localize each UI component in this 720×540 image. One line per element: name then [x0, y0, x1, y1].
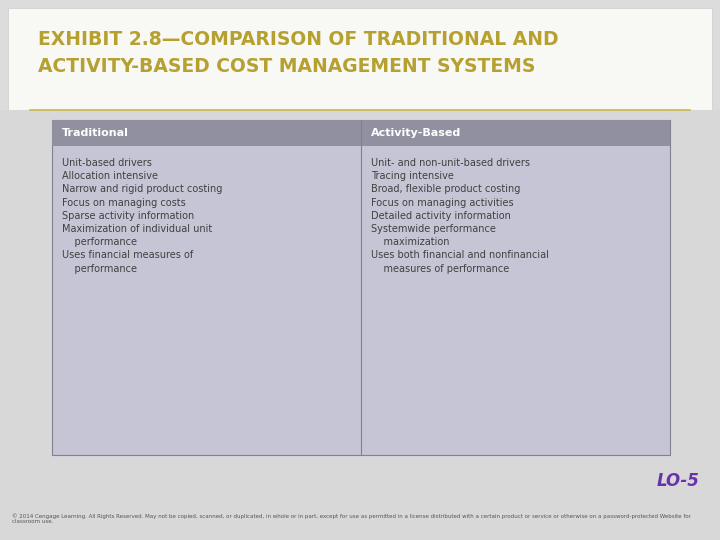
Text: Detailed activity information: Detailed activity information: [371, 211, 511, 221]
Text: Sparse activity information: Sparse activity information: [62, 211, 194, 221]
Text: Activity-Based: Activity-Based: [371, 128, 462, 138]
Text: maximization: maximization: [371, 237, 449, 247]
Text: Traditional: Traditional: [62, 128, 129, 138]
Text: Broad, flexible product costing: Broad, flexible product costing: [371, 184, 521, 194]
Text: Focus on managing activities: Focus on managing activities: [371, 198, 513, 207]
Text: Uses both financial and nonfinancial: Uses both financial and nonfinancial: [371, 251, 549, 260]
Text: ACTIVITY-BASED COST MANAGEMENT SYSTEMS: ACTIVITY-BASED COST MANAGEMENT SYSTEMS: [38, 57, 536, 76]
Text: © 2014 Cengage Learning. All Rights Reserved. May not be copied, scanned, or dup: © 2014 Cengage Learning. All Rights Rese…: [12, 513, 691, 524]
Text: measures of performance: measures of performance: [371, 264, 509, 274]
Bar: [8, 8, 712, 110]
Bar: [0, 510, 720, 540]
Text: Uses financial measures of: Uses financial measures of: [62, 251, 193, 260]
Text: Unit-based drivers: Unit-based drivers: [62, 158, 152, 168]
Text: performance: performance: [62, 264, 137, 274]
Bar: [0, 110, 720, 510]
Bar: [52, 120, 670, 455]
Text: Unit- and non-unit-based drivers: Unit- and non-unit-based drivers: [371, 158, 530, 168]
Text: Allocation intensive: Allocation intensive: [62, 171, 158, 181]
Bar: [52, 120, 670, 146]
Text: Systemwide performance: Systemwide performance: [371, 224, 496, 234]
Text: LO-5: LO-5: [657, 472, 700, 490]
Text: Tracing intensive: Tracing intensive: [371, 171, 454, 181]
Text: Narrow and rigid product costing: Narrow and rigid product costing: [62, 184, 222, 194]
Text: EXHIBIT 2.8—COMPARISON OF TRADITIONAL AND: EXHIBIT 2.8—COMPARISON OF TRADITIONAL AN…: [38, 30, 559, 49]
Text: Focus on managing costs: Focus on managing costs: [62, 198, 186, 207]
Text: performance: performance: [62, 237, 137, 247]
Text: Maximization of individual unit: Maximization of individual unit: [62, 224, 212, 234]
